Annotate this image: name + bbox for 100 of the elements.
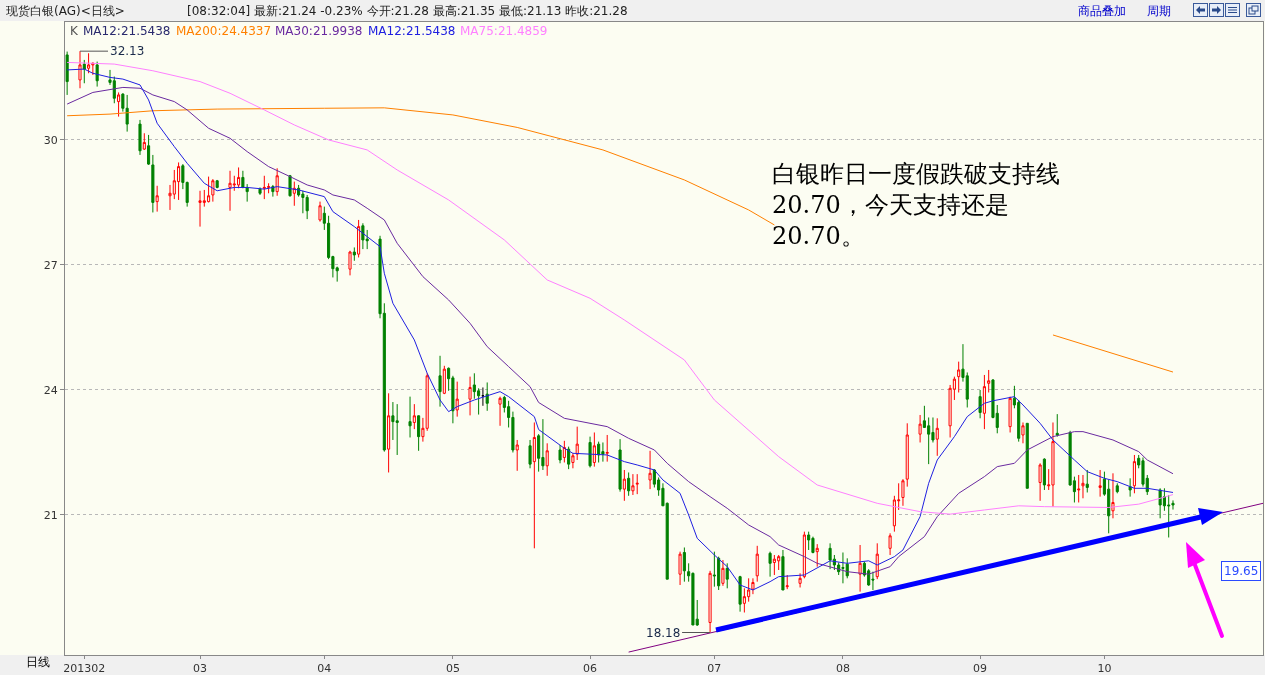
candlestick [275, 167, 279, 197]
candlestick [592, 431, 596, 468]
candlestick [807, 531, 811, 551]
candlestick [982, 374, 986, 430]
candlestick [678, 551, 682, 586]
candlestick [712, 551, 716, 588]
candlestick [1025, 422, 1029, 489]
candlestick [87, 52, 91, 74]
candlestick [1077, 474, 1081, 503]
candlestick [532, 421, 536, 549]
candlestick [408, 396, 412, 438]
x-tick-label: 201302 [63, 662, 106, 675]
candlestick [978, 389, 982, 419]
candlestick [545, 442, 549, 477]
candlestick [918, 414, 922, 443]
candlestick [1042, 457, 1046, 491]
candlestick [562, 440, 566, 463]
candlestick [541, 418, 545, 471]
candlestick [417, 414, 421, 452]
annotation: 18.18 [646, 626, 681, 640]
candlestick [777, 554, 781, 571]
candlestick [1128, 477, 1132, 498]
candlestick [65, 51, 69, 96]
candlestick [442, 365, 446, 395]
candlestick [798, 572, 802, 588]
candlestick [1158, 487, 1162, 519]
candlestick [901, 478, 905, 507]
candlestick [957, 361, 961, 393]
candlestick [117, 91, 121, 118]
candlestick [648, 450, 652, 490]
candlestick [622, 469, 626, 502]
candlestick [708, 570, 712, 633]
x-tick-label: 10 [1097, 662, 1112, 675]
candlestick [772, 554, 776, 576]
candlestick [1081, 474, 1085, 499]
candlestick [1115, 482, 1119, 494]
candlestick [258, 186, 262, 196]
candlestick [682, 546, 686, 583]
candlestick [768, 551, 772, 578]
candlestick [198, 190, 202, 228]
y-tick-label: 30 [43, 133, 58, 147]
candlestick [601, 441, 605, 463]
candlestick [215, 179, 219, 189]
candlestick [481, 386, 485, 407]
text: 日线 [26, 655, 50, 669]
candlestick [1085, 469, 1089, 493]
y-tick-label: 24 [43, 383, 58, 397]
x-tick-label: 05 [445, 662, 460, 675]
candlestick [211, 178, 215, 203]
text: MA12:21.5438 [368, 24, 456, 38]
candlestick [627, 471, 631, 497]
candlestick [1038, 462, 1042, 502]
candlestick [1021, 421, 1025, 444]
text: 周期 [1147, 4, 1171, 18]
annotation: 白银昨日一度假跌破支持线 20.70，今天支持还是 20.70。 [772, 160, 1060, 251]
candlestick [1098, 469, 1102, 498]
candlestick [725, 562, 729, 589]
annotation: K [70, 24, 79, 38]
candlestick [177, 161, 181, 201]
candlestick [785, 574, 789, 590]
text: MA75:21.4859 [460, 24, 548, 38]
candlestick [1051, 421, 1055, 508]
x-tick-label: 06 [583, 662, 598, 675]
candlestick [802, 531, 806, 579]
candlestick [241, 170, 245, 189]
candlestick [738, 575, 742, 613]
candlestick [245, 183, 249, 203]
candlestick [95, 61, 99, 88]
candlestick [858, 544, 862, 593]
candlestick [1008, 396, 1012, 433]
candlestick [717, 556, 721, 591]
candlestick [631, 473, 635, 496]
candlestick [1111, 472, 1115, 519]
candlestick [815, 543, 819, 568]
candlestick [721, 559, 725, 587]
candlestick [871, 571, 875, 591]
annotation: MA12:21.5438 [83, 24, 171, 38]
candlestick [318, 201, 322, 223]
line-series [66, 61, 1174, 515]
candlestick [361, 222, 365, 250]
candlestick [412, 403, 416, 430]
candlestick [987, 369, 991, 393]
candlestick [588, 436, 592, 468]
candlestick [485, 381, 489, 412]
text: 商品叠加 [1078, 4, 1126, 18]
candlestick [605, 434, 609, 463]
candlestick [575, 426, 579, 461]
candlestick [468, 376, 472, 416]
text: MA200:24.4337 [176, 24, 272, 38]
candlestick [635, 473, 639, 495]
candlestick [571, 452, 575, 469]
candlestick [558, 444, 562, 464]
y-tick-label: 27 [43, 258, 58, 272]
chart-title: 现货白银(AG)<日线> [6, 4, 125, 18]
x-tick-label: 04 [317, 662, 332, 675]
candlestick [597, 441, 601, 463]
candlestick [455, 381, 459, 418]
candlestick [528, 439, 532, 469]
candlestick [207, 176, 211, 203]
candlestick [755, 545, 759, 583]
